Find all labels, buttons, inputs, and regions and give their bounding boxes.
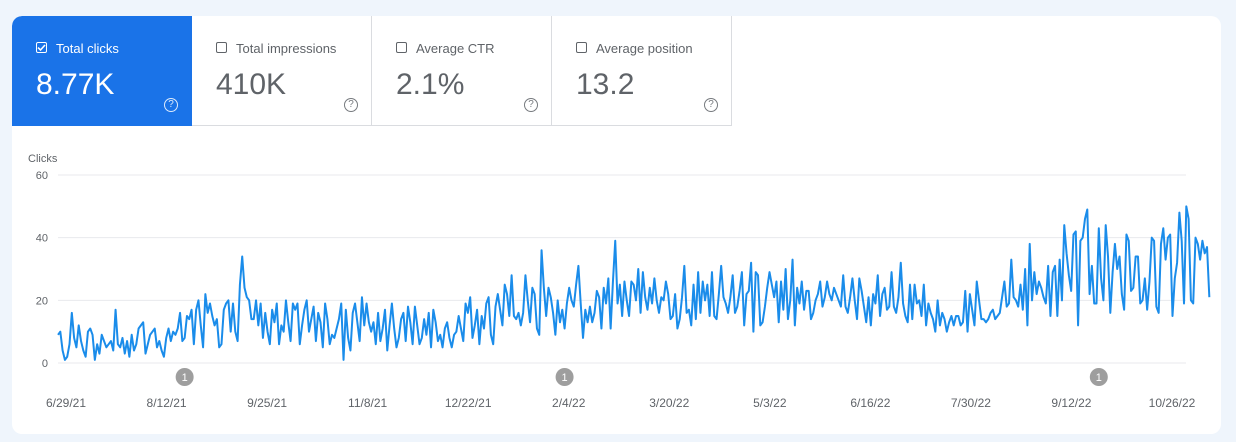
metric-value: 410K: [216, 68, 287, 101]
annotation-badge[interactable]: [555, 368, 574, 386]
help-icon[interactable]: ?: [344, 98, 358, 112]
metric-label: Average position: [596, 41, 693, 56]
metric-value: 8.77K: [36, 68, 115, 101]
checkbox-unchecked-icon[interactable]: [216, 42, 227, 53]
checkbox-checked-icon[interactable]: [36, 42, 47, 53]
y-tick-label: 0: [42, 358, 48, 370]
x-tick-label: 7/30/22: [951, 396, 991, 410]
annotation-badge[interactable]: [1089, 368, 1108, 386]
x-tick-label: 9/25/21: [247, 396, 287, 410]
y-tick-label: 60: [36, 170, 48, 182]
metric-label: Total impressions: [236, 41, 337, 56]
help-icon[interactable]: ?: [164, 98, 178, 112]
metric-card-total-clicks[interactable]: Total clicks 8.77K ?: [12, 16, 192, 126]
metric-card-average-position[interactable]: Average position 13.2 ?: [552, 16, 732, 126]
metric-card-total-impressions[interactable]: Total impressions 410K ?: [192, 16, 372, 126]
metric-card-average-ctr[interactable]: Average CTR 2.1% ?: [372, 16, 552, 126]
x-tick-label: 5/3/22: [753, 396, 787, 410]
help-icon[interactable]: ?: [524, 98, 538, 112]
y-tick-label: 20: [36, 295, 48, 307]
metric-label: Total clicks: [56, 41, 119, 56]
x-tick-label: 2/4/22: [552, 396, 586, 410]
annotation-label: 1: [182, 372, 188, 384]
checkbox-unchecked-icon[interactable]: [576, 42, 587, 53]
metric-value: 13.2: [576, 68, 635, 101]
y-axis-title: Clicks: [28, 153, 58, 165]
x-tick-label: 3/20/22: [649, 396, 689, 410]
checkbox-unchecked-icon[interactable]: [396, 42, 407, 53]
performance-card: Total clicks 8.77K ? Total impressions 4…: [12, 16, 1221, 434]
annotation-marker[interactable]: 1: [555, 368, 574, 386]
x-tick-label: 9/12/22: [1051, 396, 1091, 410]
x-tick-label: 12/22/21: [445, 396, 492, 410]
x-tick-label: 6/16/22: [850, 396, 890, 410]
x-tick-label: 6/29/21: [46, 396, 86, 410]
clicks-series-line: [57, 205, 1211, 361]
annotation-marker[interactable]: 1: [1089, 368, 1108, 386]
annotation-badge[interactable]: [175, 368, 194, 386]
annotation-label: 1: [562, 372, 568, 384]
metric-label: Average CTR: [416, 41, 495, 56]
metric-value: 2.1%: [396, 68, 465, 101]
annotation-label: 1: [1096, 372, 1102, 384]
x-tick-label: 10/26/22: [1149, 396, 1196, 410]
help-icon[interactable]: ?: [704, 98, 718, 112]
metric-cards: Total clicks 8.77K ? Total impressions 4…: [12, 16, 732, 126]
clicks-line-chart: 0 20 40 60 Clicks 1 1 1 6/29/21 8/12/21 9/25/21…: [28, 153, 1211, 410]
x-tick-label: 8/12/21: [147, 396, 187, 410]
annotation-marker[interactable]: 1: [175, 368, 194, 386]
y-tick-label: 40: [36, 233, 48, 245]
x-tick-label: 11/8/21: [348, 396, 387, 410]
